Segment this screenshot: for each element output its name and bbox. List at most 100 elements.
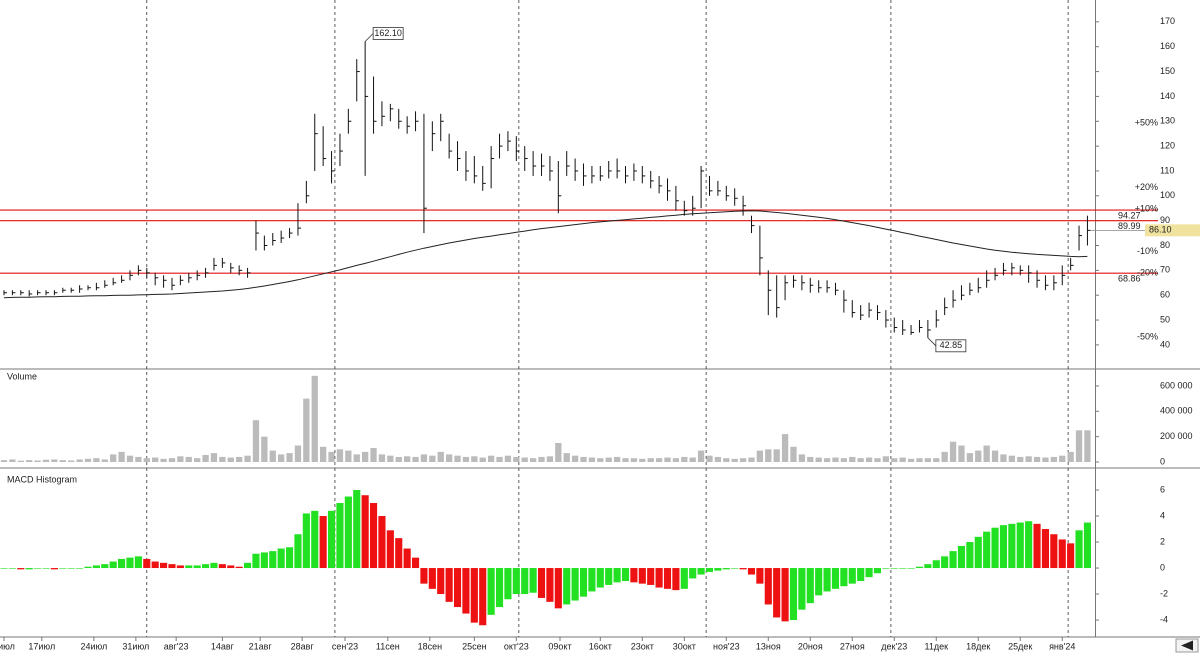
x-tick-label: 11дек bbox=[924, 641, 948, 651]
y-tick-label: 100 bbox=[1160, 190, 1175, 200]
macd-bar bbox=[882, 568, 890, 569]
volume-bar bbox=[555, 442, 562, 462]
volume-bar bbox=[17, 460, 24, 462]
volume-bar bbox=[748, 457, 755, 462]
macd-bar bbox=[76, 568, 84, 569]
macd-bar bbox=[470, 568, 478, 623]
volume-bar bbox=[924, 458, 932, 462]
volume-bar bbox=[101, 459, 108, 462]
volume-bar bbox=[59, 460, 66, 462]
macd-bar bbox=[59, 568, 67, 569]
macd-bar bbox=[361, 495, 369, 569]
y-tick-label: 90 bbox=[1160, 215, 1170, 225]
volume-bar bbox=[462, 456, 470, 462]
macd-bar bbox=[529, 568, 537, 593]
y-tick-label: 400 000 bbox=[1160, 406, 1193, 416]
macd-bar bbox=[1041, 529, 1050, 569]
y-tick-label: 0 bbox=[1160, 562, 1165, 572]
x-tick-label: 18дек bbox=[966, 641, 990, 651]
volume-bar bbox=[840, 458, 848, 462]
macd-bar bbox=[210, 562, 218, 569]
macd-bar bbox=[613, 568, 621, 583]
macd-bar bbox=[1075, 530, 1083, 569]
y-tick-label: 40 bbox=[1160, 339, 1170, 349]
volume-bar bbox=[311, 375, 318, 462]
volume-bar bbox=[294, 445, 302, 462]
macd-bar bbox=[109, 561, 117, 569]
macd-bar bbox=[949, 551, 957, 569]
volume-bar bbox=[857, 458, 864, 462]
x-tick-label: авг'23 bbox=[164, 641, 189, 651]
macd-bar bbox=[151, 561, 159, 569]
volume-bar bbox=[865, 457, 873, 462]
macd-bar bbox=[1083, 522, 1092, 569]
volume-bar bbox=[361, 451, 369, 462]
macd-bar bbox=[596, 568, 604, 588]
macd-bar bbox=[260, 552, 268, 569]
macd-bar bbox=[453, 568, 462, 608]
volume-bar bbox=[429, 455, 436, 462]
macd-bar bbox=[680, 568, 688, 589]
x-tick-label: 14авг bbox=[211, 641, 235, 651]
macd-bar bbox=[42, 568, 50, 569]
volume-bar bbox=[538, 456, 545, 462]
macd-bar bbox=[378, 516, 386, 569]
volume-bar bbox=[236, 456, 243, 462]
macd-bar bbox=[957, 545, 966, 569]
volume-bar bbox=[118, 451, 125, 462]
volume-bar bbox=[320, 446, 327, 462]
pane-title: Volume bbox=[7, 371, 37, 381]
volume-bar bbox=[882, 456, 890, 462]
volume-bar bbox=[949, 441, 957, 462]
last-price-label: 86.10 bbox=[1149, 225, 1172, 235]
macd-bar bbox=[118, 558, 126, 569]
annotation-label: 162.10 bbox=[374, 28, 402, 38]
macd-bar bbox=[428, 568, 436, 589]
volume-bar bbox=[227, 457, 234, 462]
moving-average bbox=[3, 210, 1088, 299]
macd-bar bbox=[991, 527, 999, 569]
macd-bar bbox=[890, 568, 898, 569]
x-tick-label: 11сен bbox=[376, 641, 400, 651]
volume-bar bbox=[42, 459, 50, 462]
macd-bar bbox=[722, 568, 730, 570]
macd-bar bbox=[403, 548, 411, 569]
percent-level-label: +10% bbox=[1135, 203, 1158, 213]
volume-bar bbox=[9, 459, 16, 462]
volume-bar bbox=[160, 458, 167, 462]
volume-bar bbox=[731, 458, 738, 462]
volume-bar bbox=[126, 455, 134, 462]
volume-bar bbox=[252, 420, 260, 462]
y-tick-label: 80 bbox=[1160, 240, 1170, 250]
volume-bar bbox=[345, 450, 352, 462]
macd-bar bbox=[647, 568, 655, 585]
volume-bar bbox=[664, 457, 671, 462]
macd-bar bbox=[941, 556, 949, 569]
volume-bar bbox=[1033, 456, 1041, 462]
macd-bar bbox=[327, 510, 336, 569]
macd-bar bbox=[840, 568, 848, 587]
macd-bar bbox=[848, 568, 856, 584]
scroll-arrow[interactable] bbox=[1181, 640, 1193, 651]
volume-bar bbox=[571, 455, 579, 462]
scroll-button[interactable] bbox=[1175, 638, 1199, 653]
volume-bar bbox=[672, 458, 680, 462]
macd-bar bbox=[269, 551, 277, 569]
volume-bar bbox=[832, 457, 839, 462]
y-tick-label: 120 bbox=[1160, 140, 1175, 150]
x-tick-label: 13ноя bbox=[756, 641, 781, 651]
volume-bar bbox=[395, 456, 402, 462]
volume-bar bbox=[723, 458, 730, 462]
macd-bar bbox=[932, 560, 940, 569]
volume-bar bbox=[991, 450, 999, 462]
macd-bar bbox=[773, 568, 781, 618]
macd-bar bbox=[546, 568, 554, 602]
volume-bar bbox=[563, 453, 570, 462]
macd-bar bbox=[806, 568, 814, 604]
volume-bar bbox=[210, 453, 218, 462]
macd-bar bbox=[176, 565, 184, 569]
volume-bar bbox=[412, 456, 419, 462]
volume-bar bbox=[219, 456, 226, 462]
volume-bar bbox=[933, 458, 940, 462]
